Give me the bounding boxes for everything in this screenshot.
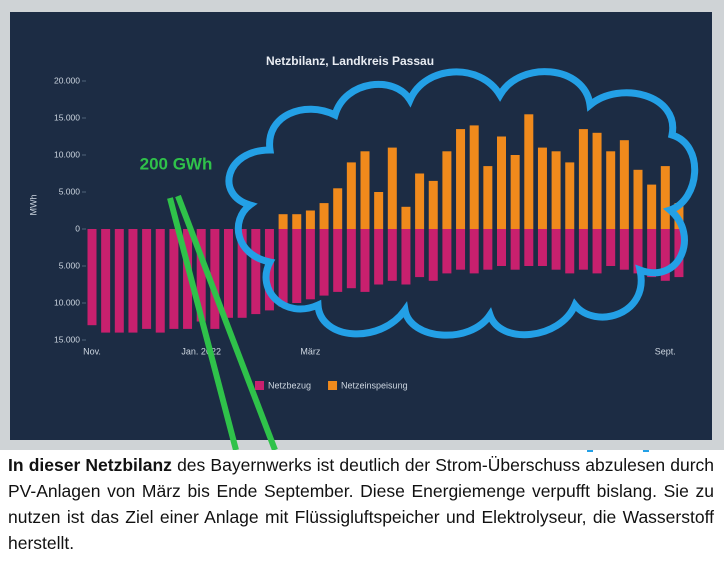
- bar: [633, 229, 643, 274]
- bar: [387, 229, 397, 281]
- bar: [497, 229, 506, 266]
- bar: [333, 229, 343, 292]
- bar: [551, 229, 561, 270]
- bar: [101, 229, 111, 333]
- legend-swatch: [328, 381, 338, 390]
- x-tick-label: März: [300, 346, 320, 356]
- bar: [456, 129, 466, 229]
- bar: [619, 140, 629, 229]
- y-tick-label: 20.000: [54, 75, 80, 85]
- x-tick-label: Jan. 2022: [181, 346, 221, 356]
- plot: 20.000 15.000 10.000 5.000 0 5.000 10.000 15.00…: [54, 75, 684, 390]
- legend-label: Netzbezug: [268, 380, 311, 390]
- x-tick-label: Nov.: [83, 346, 101, 356]
- bar: [660, 166, 670, 229]
- bar: [210, 229, 220, 329]
- bar: [360, 151, 370, 229]
- bar: [305, 229, 315, 300]
- bar: [537, 229, 547, 266]
- bar: [319, 203, 329, 229]
- cloud-drawing: [225, 68, 699, 339]
- bar: [360, 229, 370, 292]
- y-tick-label: 15.000: [54, 112, 80, 122]
- bar: [155, 229, 165, 333]
- bar: [565, 162, 575, 229]
- bar: [524, 229, 534, 266]
- bar: [565, 229, 575, 274]
- y-tick-label: 10.000: [54, 149, 80, 159]
- bar: [128, 229, 138, 333]
- bar: [619, 229, 629, 270]
- bar: [647, 229, 657, 278]
- bar: [87, 229, 97, 326]
- legend-label: Netzeinspeisung: [341, 380, 408, 390]
- bar: [415, 173, 425, 229]
- bar: [592, 229, 602, 274]
- bar: [606, 151, 616, 229]
- x-tick-label: Sept.: [655, 346, 676, 356]
- bar: [469, 125, 479, 229]
- bar: [346, 162, 356, 229]
- bar: [660, 229, 670, 281]
- bar: [633, 169, 643, 229]
- bar: [333, 188, 343, 229]
- bar: [428, 180, 438, 229]
- caption: In dieser Netzbilanz des Bayernwerks ist…: [8, 452, 714, 556]
- bar: [374, 192, 384, 229]
- y-tick-label: 10.000: [54, 297, 80, 307]
- bar: [292, 214, 302, 229]
- bar: [510, 155, 520, 229]
- bar: [237, 229, 247, 318]
- annotation-line: [175, 194, 278, 450]
- y-tick-label: 5.000: [59, 186, 81, 196]
- bar: [224, 229, 233, 318]
- bar: [251, 229, 261, 315]
- y-tick-label: 15.000: [54, 334, 80, 344]
- bar: [142, 229, 152, 329]
- bar: [346, 229, 356, 289]
- bar: [497, 136, 506, 229]
- bar: [524, 114, 534, 229]
- bar: [292, 229, 302, 303]
- bar: [428, 229, 438, 281]
- chart-title: Netzbilanz, Landkreis Passau: [266, 54, 434, 68]
- y-tick-label: 0: [75, 223, 80, 233]
- bar: [196, 229, 206, 322]
- bar: [401, 229, 411, 285]
- bar: [483, 229, 493, 270]
- bar: [442, 151, 452, 229]
- bar: [537, 147, 547, 229]
- y-axis-label: MWh: [28, 195, 38, 216]
- bar: [442, 229, 452, 274]
- bar: [578, 229, 588, 270]
- bar: [278, 229, 288, 307]
- bar: [606, 229, 616, 266]
- bar: [456, 229, 466, 270]
- caption-lead: In dieser Netzbilanz: [8, 455, 172, 475]
- bar: [319, 229, 329, 296]
- bar: [551, 151, 561, 229]
- bar: [387, 147, 397, 229]
- legend-swatch: [255, 381, 264, 390]
- bar: [578, 129, 588, 229]
- annotation-line: [167, 197, 239, 450]
- bar: [183, 229, 193, 329]
- bar: [114, 229, 124, 333]
- bar: [647, 184, 657, 229]
- annotation: 200 GWh: [140, 154, 213, 173]
- bar: [469, 229, 479, 274]
- bar: [374, 229, 384, 285]
- bar: [510, 229, 520, 270]
- bar: [305, 210, 315, 229]
- bar: [401, 206, 411, 229]
- bar: [592, 132, 602, 229]
- bar: [415, 229, 425, 278]
- caption-text: des Bayernwerks ist deutlich der Strom-Ü…: [8, 455, 715, 553]
- y-tick-label: 5.000: [59, 260, 81, 270]
- bar: [483, 166, 493, 229]
- bar: [278, 214, 288, 229]
- bar: [169, 229, 179, 329]
- chart: Netzbilanz, Landkreis Passau MWh 20.000 1…: [0, 0, 724, 450]
